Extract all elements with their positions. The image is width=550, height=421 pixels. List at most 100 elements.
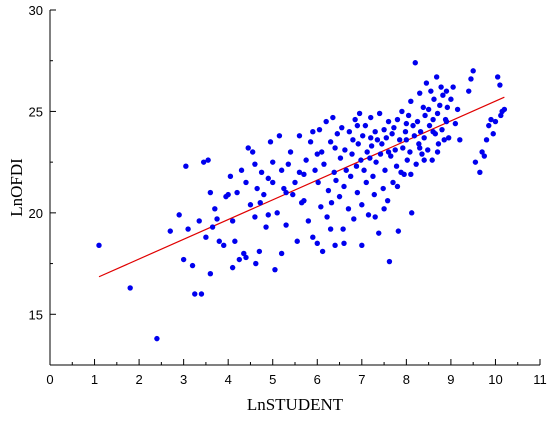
data-point: [212, 206, 218, 212]
data-point: [434, 149, 441, 155]
data-point: [404, 157, 410, 163]
data-point: [468, 76, 474, 82]
data-point: [383, 135, 390, 141]
data-point: [372, 129, 378, 135]
x-tick-label: 1: [91, 372, 98, 387]
data-point: [278, 250, 285, 257]
data-point: [466, 88, 472, 94]
data-point: [354, 122, 361, 129]
data-point: [408, 98, 414, 104]
data-point: [296, 133, 303, 139]
data-point: [167, 228, 173, 234]
data-point: [370, 173, 376, 180]
data-point: [350, 137, 356, 143]
data-point: [341, 240, 347, 246]
data-point: [454, 106, 461, 113]
data-point: [343, 167, 349, 173]
data-point: [290, 191, 296, 198]
data-point: [364, 149, 370, 155]
data-point: [438, 84, 444, 90]
data-point: [431, 96, 437, 102]
data-point: [380, 185, 386, 192]
x-tick-label: 11: [533, 372, 547, 387]
data-point: [265, 212, 271, 218]
y-axis-ticks: 15 20 25 30: [29, 3, 56, 366]
data-point: [382, 167, 388, 173]
data-point: [376, 230, 382, 236]
data-point: [180, 256, 187, 263]
data-point: [319, 149, 325, 155]
data-point: [189, 262, 196, 269]
data-point: [349, 151, 355, 157]
data-point: [420, 104, 426, 111]
data-point: [234, 189, 240, 196]
data-point: [292, 179, 298, 186]
data-point: [391, 124, 397, 131]
data-point: [337, 155, 344, 161]
data-point: [283, 222, 289, 228]
data-point: [276, 133, 283, 139]
data-point: [452, 120, 459, 127]
x-tick-label: 6: [314, 372, 321, 387]
data-point: [270, 179, 276, 186]
data-point: [319, 248, 326, 255]
data-point: [327, 139, 334, 145]
data-point: [401, 171, 407, 178]
data-point: [421, 135, 427, 141]
data-point: [481, 153, 488, 159]
data-point: [252, 161, 258, 167]
data-point: [477, 169, 483, 175]
data-point: [410, 122, 416, 129]
data-point: [352, 116, 358, 123]
data-point: [303, 157, 309, 163]
data-point: [448, 96, 454, 102]
data-point: [340, 226, 346, 232]
data-point: [261, 191, 267, 198]
data-point: [395, 228, 402, 234]
data-point: [332, 242, 338, 249]
data-point: [325, 187, 332, 194]
data-point: [409, 210, 415, 216]
data-point: [411, 133, 418, 139]
data-point: [445, 135, 452, 141]
data-point: [207, 189, 214, 196]
data-point: [374, 137, 381, 143]
data-point: [200, 159, 207, 165]
data-point: [342, 147, 348, 153]
data-point: [203, 234, 209, 240]
data-point: [341, 183, 347, 190]
axes: 0 1 2 3 4 5 6 7 8 9 10 11 15 20 25 30: [29, 3, 547, 387]
data-point: [416, 141, 422, 147]
data-point: [490, 131, 496, 137]
x-tick-label: 5: [269, 372, 276, 387]
data-point: [479, 149, 485, 155]
data-point: [183, 163, 189, 169]
data-point: [365, 212, 372, 218]
data-point: [407, 149, 413, 155]
data-point: [353, 163, 360, 169]
data-point: [354, 189, 361, 196]
y-tick-label: 30: [29, 3, 43, 18]
data-point: [457, 137, 463, 143]
data-point: [270, 159, 276, 165]
data-point: [393, 163, 400, 169]
x-axis-title: LnSTUDENT: [247, 395, 344, 414]
data-point: [345, 206, 352, 212]
data-point: [296, 169, 303, 175]
data-point: [400, 145, 406, 151]
data-point: [443, 118, 450, 125]
data-point: [414, 118, 421, 125]
data-point: [252, 214, 258, 220]
data-point: [492, 118, 499, 125]
data-point: [390, 179, 396, 186]
data-point: [417, 145, 423, 151]
data-point: [368, 143, 375, 149]
data-point: [310, 234, 316, 240]
data-point: [394, 116, 401, 123]
data-point: [421, 157, 427, 163]
data-point: [359, 202, 365, 208]
data-point: [389, 131, 395, 137]
data-point: [316, 126, 323, 133]
data-point: [265, 175, 271, 182]
data-point: [394, 183, 401, 190]
